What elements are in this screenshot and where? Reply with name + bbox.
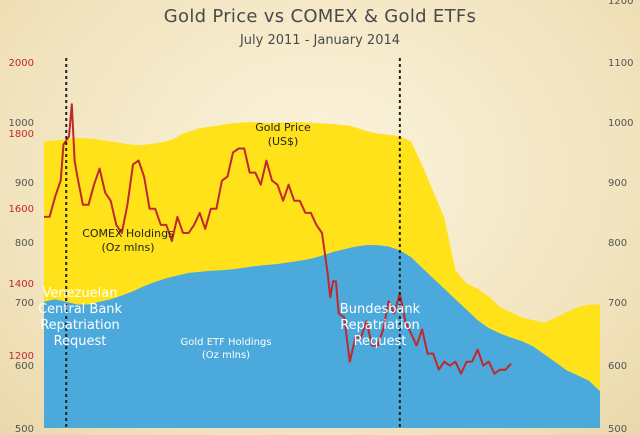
left-inner-tick: 1800 <box>9 129 34 140</box>
bundesbank-label-line-0: Bundesbank <box>340 302 421 317</box>
left-inner-tick: 1200 <box>9 351 34 362</box>
right-tick: 800 <box>608 238 627 249</box>
venezuela-label-line-2: Repatriation <box>40 318 120 333</box>
right-tick: 1200 <box>608 0 633 7</box>
left-inner-tick: 1600 <box>9 204 34 215</box>
chart-title: Gold Price vs COMEX & Gold ETFs <box>163 6 477 27</box>
right-tick: 500 <box>608 424 627 435</box>
chart-subtitle: July 2011 - January 2014 <box>239 33 401 48</box>
bundesbank-label-line-2: Request <box>354 334 407 349</box>
left-outer-tick: 700 <box>15 298 34 309</box>
right-tick: 1100 <box>608 58 633 69</box>
left-inner-tick: 1400 <box>9 279 34 290</box>
etf-label-line-1: (Oz mlns) <box>202 350 250 361</box>
gold-price-line <box>43 103 512 375</box>
venezuela-label-line-3: Request <box>54 334 107 349</box>
bundesbank-label-line-1: Repatriation <box>340 318 420 333</box>
left-outer-tick: 500 <box>15 424 34 435</box>
venezuela-label-line-0: Venezuelan <box>43 286 118 301</box>
right-tick: 700 <box>608 298 627 309</box>
right-tick: 1000 <box>608 118 633 129</box>
gold-price-label-line-1: (US$) <box>268 135 299 148</box>
venezuela-label-line-1: Central Bank <box>38 302 123 317</box>
left-outer-tick: 1000 <box>9 118 34 129</box>
left-inner-tick: 2000 <box>9 58 34 69</box>
comex-label-line-1: (Oz mlns) <box>102 241 155 254</box>
gold-price-label-line-0: Gold Price <box>255 121 311 134</box>
left-outer-tick: 800 <box>15 238 34 249</box>
comex-label-line-0: COMEX Holdings <box>82 227 174 240</box>
etf-label-line-0: Gold ETF Holdings <box>181 337 272 348</box>
right-tick: 600 <box>608 361 627 372</box>
etf-area <box>44 245 600 428</box>
left-outer-tick: 600 <box>15 361 34 372</box>
right-tick: 900 <box>608 178 627 189</box>
left-outer-tick: 900 <box>15 178 34 189</box>
